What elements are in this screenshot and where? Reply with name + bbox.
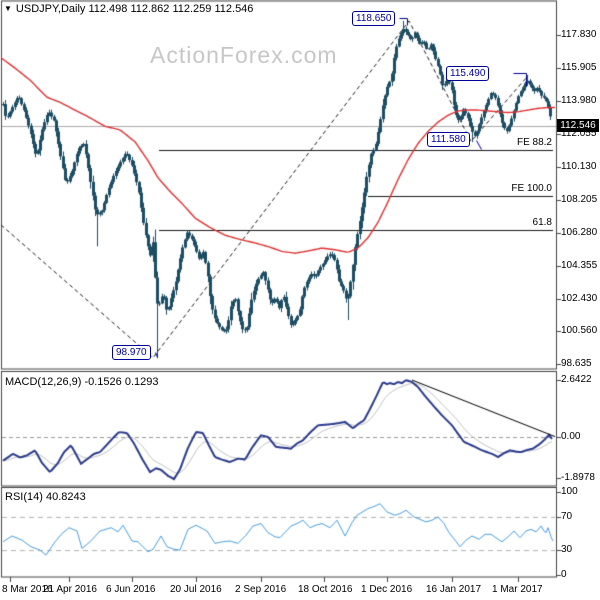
chevron-down-icon[interactable]: ▼	[4, 4, 12, 13]
